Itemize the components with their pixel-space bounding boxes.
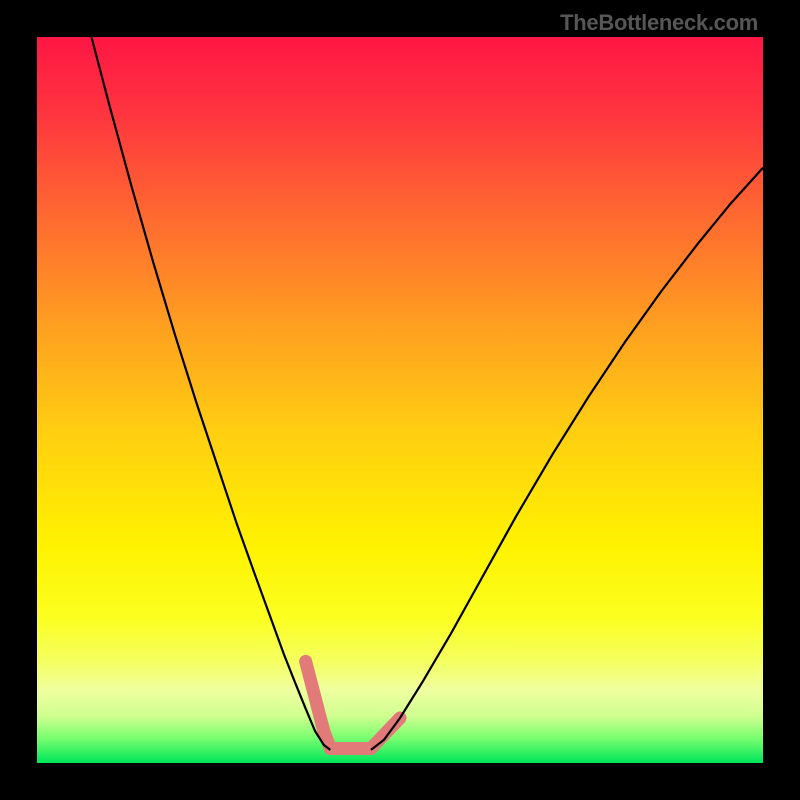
chart-container: TheBottleneck.com xyxy=(0,0,800,800)
watermark-text: TheBottleneck.com xyxy=(560,10,758,36)
curve-right-branch xyxy=(371,168,763,750)
plot-area xyxy=(37,37,763,763)
curve-layer xyxy=(37,37,763,763)
highlight-marker xyxy=(306,661,400,748)
curve-left-branch xyxy=(91,37,330,750)
